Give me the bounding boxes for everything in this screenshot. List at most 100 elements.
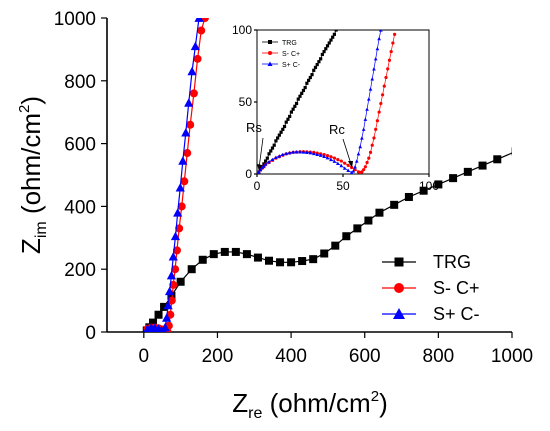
main-data-point-trg	[209, 250, 218, 259]
inset-series-trg	[257, 30, 338, 174]
main-data-point-trg	[198, 255, 207, 264]
inset-data-point-s-plus-c	[361, 127, 366, 131]
inset-data-point-trg	[286, 117, 290, 121]
main-data-point-trg	[220, 247, 229, 256]
inset-data-point-s-plus-c	[329, 157, 333, 162]
legend-marker-trg	[394, 257, 404, 267]
main-data-point-s-plus-c	[194, 18, 204, 22]
main-y-tick-label: 400	[64, 197, 96, 218]
inset-data-point-s-minus-c-plus	[375, 119, 379, 123]
main-series-line-trg	[146, 152, 512, 331]
inset-data-point-s-minus-c-plus	[377, 110, 381, 114]
inset-data-point-s-plus-c	[351, 169, 356, 173]
inset-legend-label-s-plus-c-minus: S+ C-	[282, 62, 301, 69]
main-data-point-trg	[463, 167, 472, 176]
main-data-point-s-plus-c	[190, 41, 200, 51]
inset-legend-marker-s-minus-c-plus	[268, 51, 272, 55]
main-data-point-trg	[276, 258, 285, 267]
inset-arrowhead-rc	[348, 161, 353, 168]
main-data-point-s-minus-c-plus	[189, 89, 198, 98]
main-data-point-s-plus-c	[166, 270, 177, 280]
inset-data-point-s-plus-c	[260, 165, 264, 170]
inset-data-point-trg	[294, 101, 299, 106]
inset-data-point-trg	[267, 152, 271, 156]
main-data-point-trg	[511, 147, 512, 156]
main-data-point-trg	[478, 161, 487, 170]
inset-data-point-s-minus-c-plus	[384, 75, 388, 80]
inset-data-point-s-plus-c	[257, 170, 261, 174]
inset-data-point-s-minus-c-plus	[393, 32, 397, 36]
inset-data-point-trg	[325, 44, 330, 48]
inset-annotation-rs: Rs	[246, 120, 262, 135]
main-data-point-s-plus-c	[160, 322, 170, 332]
main-data-point-s-plus-c	[168, 252, 178, 261]
inset-data-point-s-plus-c	[368, 87, 373, 91]
main-data-point-s-plus-c	[173, 208, 183, 217]
inset-data-point-trg	[277, 133, 281, 137]
main-series-s-plus-c	[143, 18, 204, 332]
inset-data-point-s-plus-c	[349, 170, 354, 174]
inset-legend-marker-s-plus-c-minus	[267, 61, 273, 66]
inset-x-tick-label: 100	[419, 179, 439, 193]
main-data-point-trg	[309, 255, 318, 264]
main-data-point-trg	[390, 200, 399, 209]
main-data-point-trg	[375, 208, 384, 217]
main-data-point-trg	[160, 302, 169, 311]
inset-data-point-s-plus-c	[372, 67, 376, 71]
main-legend: TRG S- C+ S+ C-	[382, 252, 480, 324]
inset-data-point-s-plus-c	[379, 30, 383, 32]
inset-data-point-s-plus-c	[373, 56, 378, 61]
inset-data-point-trg	[308, 75, 312, 80]
main-data-point-trg	[404, 192, 413, 201]
main-data-point-trg	[298, 257, 307, 266]
inset-data-point-s-plus-c	[267, 159, 271, 164]
main-data-point-s-minus-c-plus	[169, 280, 178, 289]
inset-data-point-trg	[329, 38, 333, 42]
main-data-point-trg	[167, 291, 176, 300]
inset-data-point-trg	[270, 146, 275, 150]
inset-data-point-s-plus-c	[375, 46, 380, 51]
main-data-point-trg	[242, 250, 251, 259]
inset-data-point-s-plus-c	[263, 162, 268, 166]
inset-arrow-rs	[258, 137, 264, 169]
inset-arrow-rc	[342, 138, 352, 165]
inset-x-tick-label: 0	[254, 179, 261, 193]
inset-y-tick-label: 0	[245, 167, 252, 181]
inset-data-point-trg	[332, 32, 336, 36]
inset-data-point-s-plus-c	[358, 144, 363, 149]
inset-data-point-s-minus-c-plus	[386, 67, 390, 71]
main-x-tick-label: 1000	[491, 346, 533, 367]
main-data-point-s-plus-c	[181, 128, 191, 137]
inset-data-point-s-minus-c-plus	[343, 161, 347, 165]
inset-data-point-s-minus-c-plus	[374, 127, 378, 131]
inset-data-point-s-plus-c	[274, 155, 278, 160]
inset-data-point-s-plus-c	[301, 150, 306, 154]
inset-data-point-trg	[296, 97, 300, 101]
main-data-point-s-minus-c-plus	[183, 149, 192, 158]
main-data-point-s-minus-c-plus	[175, 224, 184, 233]
inset-data-point-s-plus-c	[287, 150, 292, 155]
main-data-point-trg	[364, 216, 373, 225]
legend-label-s-minus-c-plus: S- C+	[433, 278, 480, 298]
inset-legend-label-trg: TRG	[282, 40, 297, 47]
main-data-point-trg	[320, 249, 329, 258]
main-data-point-trg	[187, 265, 196, 274]
main-data-point-s-plus-c	[184, 98, 194, 107]
inset-data-point-trg	[272, 143, 276, 147]
inset-data-point-s-plus-c	[280, 152, 285, 157]
inset-data-point-s-plus-c	[346, 168, 350, 172]
inset-data-point-s-plus-c	[318, 153, 323, 157]
inset-data-point-s-plus-c	[325, 156, 330, 160]
inset-data-point-s-plus-c	[294, 150, 299, 154]
inset-data-point-trg	[276, 136, 280, 140]
main-data-point-s-minus-c-plus	[193, 54, 202, 63]
main-data-point-s-plus-c	[175, 182, 185, 192]
main-data-point-trg	[154, 310, 163, 319]
inset-data-point-s-minus-c-plus	[350, 165, 354, 170]
inset-arrowhead-rs	[257, 164, 262, 171]
inset-data-point-s-plus-c	[339, 163, 344, 168]
inset-data-point-trg	[279, 130, 283, 134]
inset-data-point-s-plus-c	[354, 159, 359, 163]
main-data-point-s-minus-c-plus	[197, 26, 206, 35]
inset-data-point-s-plus-c	[370, 77, 375, 81]
